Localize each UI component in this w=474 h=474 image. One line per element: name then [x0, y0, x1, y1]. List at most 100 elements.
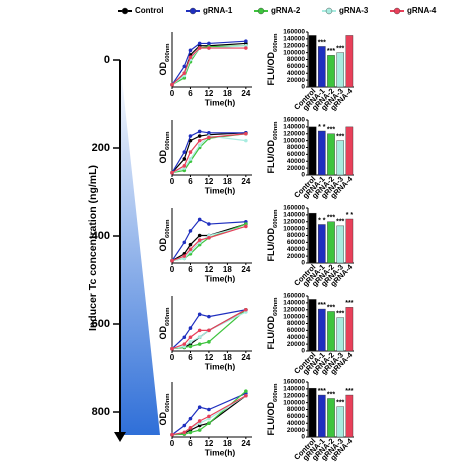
- data-point: [197, 217, 202, 222]
- data-point: [207, 314, 211, 319]
- x-tick-label: 24: [241, 89, 250, 98]
- data-point: [182, 150, 187, 154]
- y-tick-label: 200: [92, 142, 110, 154]
- data-point: [244, 224, 248, 229]
- y-tick-label: 20000: [287, 427, 305, 434]
- y-axis-label: OD600nm: [158, 131, 170, 163]
- data-point: [182, 157, 187, 161]
- data-point: [182, 164, 187, 168]
- bar: [308, 212, 317, 264]
- y-axis-label-main: OD: [158, 412, 168, 426]
- y-tick-label: 400: [92, 230, 110, 242]
- bar: [327, 398, 335, 438]
- y-axis-label: FLU/OD600nm: [266, 33, 278, 85]
- y-tick-label: 140000: [283, 300, 305, 307]
- data-point: [197, 419, 202, 423]
- significance: ***: [336, 219, 344, 226]
- y-tick-label: 140000: [283, 124, 305, 131]
- data-point: [188, 416, 193, 421]
- y-tick-label: 140000: [283, 36, 305, 43]
- data-point: [197, 41, 202, 46]
- data-point: [182, 240, 187, 245]
- y-tick-label: 0: [301, 434, 305, 441]
- data-point: [188, 150, 193, 154]
- y-tick-label: 60000: [287, 239, 305, 246]
- series-line: [171, 133, 246, 174]
- data-point: [188, 48, 193, 53]
- y-axis-label-sub: 600nm: [165, 131, 171, 150]
- x-axis-label: Time(h): [205, 185, 236, 195]
- data-point: [182, 342, 187, 346]
- series-line: [171, 395, 247, 436]
- data-point: [244, 46, 248, 50]
- data-point: [197, 46, 202, 50]
- data-point: [207, 328, 211, 333]
- legend-label: gRNA-3: [339, 6, 369, 15]
- significance: ***: [345, 300, 353, 307]
- legend-marker: [325, 7, 333, 15]
- x-tick-label: 24: [241, 353, 250, 362]
- y-tick-label: 60000: [287, 327, 305, 334]
- data-point: [207, 421, 211, 426]
- y-tick-label: 140000: [283, 386, 305, 393]
- y-tick-label: 40000: [287, 334, 305, 341]
- significance: * *: [346, 212, 354, 219]
- data-point: [207, 131, 211, 135]
- y-tick-label: 120000: [283, 42, 305, 49]
- bar: [327, 55, 335, 88]
- axes: [171, 382, 252, 438]
- series-line: [171, 47, 246, 86]
- y-tick-label: 160000: [283, 117, 305, 124]
- legend-label: gRNA-4: [407, 6, 437, 15]
- data-point: [170, 258, 174, 263]
- significance: * *: [318, 217, 326, 224]
- y-tick-label: 120000: [283, 218, 305, 225]
- y-axis-label-main: OD: [158, 150, 168, 164]
- significance: ***: [327, 48, 335, 55]
- gradient-wedge: [120, 60, 160, 435]
- data-point: [197, 238, 202, 242]
- x-tick-label: 12: [204, 265, 213, 274]
- data-point: [197, 138, 202, 143]
- bar: [345, 307, 354, 352]
- y-tick-label: 140000: [283, 212, 305, 219]
- x-tick-label: 6: [188, 439, 193, 448]
- legend-marker: [393, 7, 401, 15]
- x-tick-label: 0: [170, 353, 175, 362]
- bar: [318, 308, 326, 352]
- y-axis-label-main: OD: [158, 62, 168, 76]
- data-point: [188, 430, 193, 435]
- data-point: [197, 312, 202, 317]
- y-axis-label: OD600nm: [158, 393, 170, 425]
- x-tick-label: 0: [170, 265, 175, 274]
- data-point: [207, 407, 211, 412]
- data-point: [182, 430, 187, 435]
- y-tick-label: 20000: [287, 165, 305, 172]
- y-axis-label: FLU/OD600nm: [266, 297, 278, 349]
- bar: [318, 394, 326, 438]
- data-point: [197, 233, 202, 238]
- data-point: [244, 138, 248, 143]
- y-axis-label-sub: 600nm: [273, 383, 279, 402]
- y-axis-label-main: FLU/OD: [266, 402, 276, 436]
- y-tick-label: 100000: [283, 137, 305, 144]
- bar: [327, 133, 335, 176]
- y-tick-label: 80000: [287, 144, 305, 151]
- series-line: [171, 225, 246, 262]
- y-tick-label: 600: [92, 318, 110, 330]
- series-line: [171, 309, 246, 350]
- x-tick-label: 0: [170, 439, 175, 448]
- y-tick-label: 160000: [283, 379, 305, 386]
- significance: ***: [318, 39, 326, 46]
- x-tick-label: 18: [223, 353, 232, 362]
- significance: ***: [336, 133, 344, 140]
- data-point: [197, 335, 202, 340]
- data-point: [188, 326, 193, 330]
- bar: [308, 299, 317, 352]
- data-point: [182, 64, 187, 69]
- data-point: [244, 39, 248, 43]
- y-axis-label-sub: 600nm: [273, 121, 279, 140]
- y-tick-label: 20000: [287, 253, 305, 260]
- y-tick-label: 60000: [287, 413, 305, 420]
- x-tick-label: 24: [241, 177, 250, 186]
